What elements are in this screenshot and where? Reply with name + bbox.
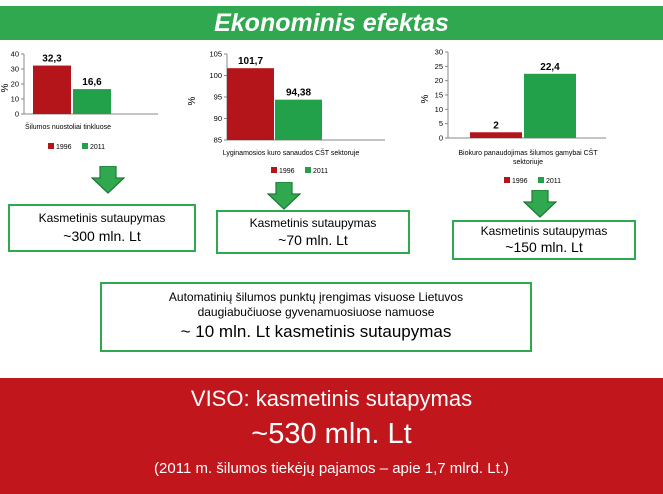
- legend-label-2011: 2011: [90, 144, 105, 151]
- savings-box-fuel: Kasmetinis sutaupymas ~70 mln. Lt: [216, 210, 410, 254]
- y-tick-label: 20: [435, 76, 443, 85]
- legend-label-1996: 1996: [279, 168, 295, 175]
- y-tick-label: 100: [209, 71, 222, 80]
- legend-label-1996: 1996: [512, 178, 528, 185]
- bar-1996: [470, 132, 522, 138]
- x-axis-label: Šilumos nuostoliai tinkluose: [25, 122, 111, 131]
- y-tick-label: 20: [11, 80, 19, 89]
- legend-label-1996: 1996: [56, 144, 72, 151]
- bar-1996: [227, 68, 274, 140]
- total-note: (2011 m. šilumos tiekėjų pajamos – apie …: [154, 460, 509, 477]
- legend-label-2011: 2011: [313, 168, 328, 175]
- savings-label: Kasmetinis sutaupymas: [38, 211, 166, 225]
- savings-box-heat-losses: Kasmetinis sutaupymas ~300 mln. Lt: [8, 204, 196, 252]
- bar-2011: [524, 73, 576, 138]
- down-arrow-icon: [267, 182, 301, 210]
- y-tick-label: 30: [11, 65, 19, 74]
- chart-biofuel-use-svg: 0 5 10 15 20 25 30% 2 22,4 Biokuro panaudojimas š…: [420, 48, 606, 185]
- legend-swatch-1996: [271, 167, 277, 173]
- y-tick-label: 40: [11, 50, 19, 59]
- bar-2011: [275, 99, 322, 140]
- savings-label: Kasmetinis sutaupymas: [480, 224, 608, 238]
- bar-2011: [73, 89, 111, 114]
- y-tick-label: 5: [439, 119, 443, 128]
- y-tick-label: 10: [435, 105, 443, 114]
- savings-value: ~70 mln. Lt: [278, 232, 348, 248]
- y-tick-label: 85: [214, 136, 222, 145]
- y-tick-label: 15: [435, 91, 443, 100]
- total-savings-banner: VISO: kasmetinis sutapymas ~530 mln. Lt …: [0, 378, 663, 494]
- x-axis-label: Biokuro panaudojimas šilumos gamybai CŠT…: [458, 148, 598, 166]
- slide-title: Ekonominis efektas: [0, 6, 663, 40]
- data-label-1996: 32,3: [42, 54, 62, 65]
- bar-1996: [33, 65, 71, 114]
- chart-fuel-consumption: 85 90 95 100 105% 101,7 94,38 Lyginamosios kuro…: [185, 44, 415, 179]
- data-label-1996: 101,7: [238, 56, 263, 67]
- legend-swatch-2011: [538, 177, 544, 183]
- y-tick-label: 25: [435, 62, 443, 71]
- legend-label-2011: 2011: [546, 178, 561, 185]
- y-tick-label: 95: [214, 93, 222, 102]
- legend-swatch-1996: [48, 143, 54, 149]
- y-tick-label: 105: [209, 50, 222, 59]
- y-tick-label: 0: [439, 134, 443, 143]
- data-label-2011: 94,38: [286, 88, 311, 99]
- savings-value: ~300 mln. Lt: [63, 228, 141, 244]
- savings-value: ~150 mln. Lt: [505, 239, 583, 255]
- y-tick-label: 90: [214, 114, 222, 123]
- y-axis-label: %: [420, 94, 431, 103]
- chart-biofuel-use: 0 5 10 15 20 25 30% 2 22,4 Biokuro panaudojimas š…: [420, 38, 650, 190]
- data-label-2011: 22,4: [540, 62, 560, 73]
- down-arrow-icon: [523, 190, 557, 218]
- y-tick-label: 10: [11, 95, 19, 104]
- chart-heat-losses: 0 10 20 30 40% 32,3 16,6 Šilumos nuostoliai tin…: [0, 44, 200, 164]
- x-axis-label: Lyginamosios kuro sanaudos CŠT sektoruje: [223, 148, 360, 157]
- chart-heat-losses-svg: 0 10 20 30 40% 32,3 16,6 Šilumos nuostoliai tin…: [0, 50, 158, 151]
- heat-substation-box: Automatinių šilumos punktų įrengimas vis…: [100, 282, 532, 352]
- total-value: ~530 mln. Lt: [251, 418, 412, 450]
- data-label-1996: 2: [493, 120, 499, 131]
- savings-label: Kasmetinis sutaupymas: [249, 216, 377, 230]
- y-tick-label: 30: [435, 48, 443, 57]
- data-label-2011: 16,6: [82, 77, 102, 88]
- legend-swatch-1996: [504, 177, 510, 183]
- savings-box-biofuel: Kasmetinis sutaupymas ~150 mln. Lt: [452, 220, 636, 260]
- legend-swatch-2011: [305, 167, 311, 173]
- y-tick-label: 0: [15, 110, 19, 119]
- total-label: VISO: kasmetinis sutapymas: [190, 386, 473, 411]
- y-axis-label: %: [187, 96, 198, 105]
- legend-swatch-2011: [82, 143, 88, 149]
- chart-fuel-consumption-svg: 85 90 95 100 105% 101,7 94,38 Lyginamosios kuro…: [187, 50, 385, 175]
- middle-line-2: daugiabučiuose gyvenamuosiuose namuose: [197, 305, 435, 319]
- y-axis-label: %: [0, 83, 11, 92]
- down-arrow-icon: [91, 166, 125, 194]
- middle-line-3: ~ 10 mln. Lt kasmetinis sutaupymas: [180, 322, 452, 341]
- middle-line-1: Automatinių šilumos punktų įrengimas vis…: [168, 290, 464, 304]
